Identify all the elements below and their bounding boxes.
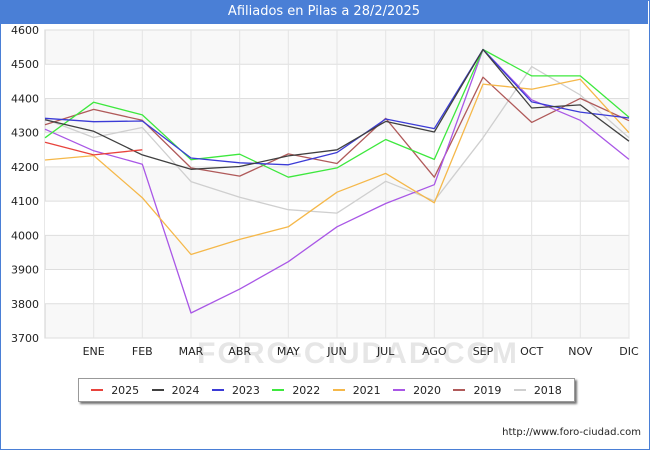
y-tick-label: 4100 — [11, 195, 39, 208]
x-tick-label: FEB — [132, 345, 153, 358]
y-tick-label: 4500 — [11, 58, 39, 71]
legend-swatch — [211, 389, 224, 391]
legend-item-2021: 2021 — [332, 383, 381, 397]
x-tick-label: OCT — [520, 345, 543, 358]
legend-swatch — [513, 389, 526, 391]
series-line-2024 — [44, 48, 630, 170]
legend-item-2025: 2025 — [91, 384, 139, 397]
x-tick-label: NOV — [568, 345, 593, 358]
legend-label: 2022 — [292, 383, 321, 397]
y-tick-labels: 3700 3800 3900 4000 4100 4200 4300 4400 4500 4600 — [11, 24, 39, 345]
legend-label: 2025 — [111, 383, 140, 397]
x-tick-label: JUL — [376, 345, 395, 358]
y-tick-label: 4600 — [11, 24, 39, 37]
x-tick-label: ENE — [83, 345, 105, 358]
series-line-2021 — [44, 78, 630, 256]
legend-item-2019: 2019 — [453, 384, 501, 397]
series-line-2025 — [44, 141, 143, 156]
series-line-2019 — [44, 76, 630, 178]
legend-label: 2019 — [473, 383, 502, 397]
y-tick-label: 3900 — [11, 264, 39, 277]
x-tick-label: MAR — [179, 345, 204, 358]
series-line-2020 — [44, 48, 630, 314]
series-lines — [44, 48, 630, 314]
chart-title: Afiliados en Pilas a 28/2/2025 — [0, 0, 648, 24]
source-url: http://www.foro-ciudad.com — [502, 427, 641, 438]
legend-item-2022: 2022 — [272, 384, 320, 397]
series-line-2018 — [44, 65, 630, 214]
watermark-text: FORO-CIUDAD.COM — [197, 337, 519, 370]
legend-label: 2024 — [171, 383, 200, 397]
legend-swatch — [453, 389, 466, 391]
legend-label: 2020 — [413, 383, 442, 397]
legend-label: 2023 — [231, 383, 260, 397]
x-tick-labels: ENE FEB MAR ABR MAY JUN JUL AGO SEP OCT NOV DIC — [83, 345, 639, 358]
y-tick-label: 4400 — [11, 92, 39, 105]
legend-label: 2021 — [352, 383, 381, 397]
legend-item-2023: 2023 — [211, 383, 260, 397]
x-tick-label: JUN — [326, 345, 347, 358]
series-line-2022 — [44, 48, 630, 178]
y-tick-label: 3700 — [11, 332, 39, 345]
x-tick-label: SEP — [473, 345, 494, 358]
y-tick-label: 4000 — [11, 229, 39, 242]
legend-item-2024: 2024 — [151, 383, 200, 397]
x-tick-label: AGO — [422, 345, 447, 358]
legend-item-2020: 2020 — [393, 384, 441, 397]
legend-item-2018: 2018 — [513, 383, 562, 397]
legend-swatch — [332, 389, 345, 391]
legend-swatch — [151, 389, 164, 391]
x-gridlines — [93, 30, 630, 338]
y-tick-label: 4300 — [11, 127, 39, 140]
legend-swatch — [91, 389, 104, 391]
series-line-2023 — [44, 48, 630, 166]
x-tick-label: ABR — [228, 345, 251, 358]
y-tick-label: 4200 — [11, 161, 39, 174]
x-tick-label: DIC — [619, 345, 639, 358]
legend-swatch — [272, 389, 285, 391]
x-tick-label: MAY — [277, 345, 300, 358]
legend: 2025 2024 2023 2022 2021 2020 2019 2018 — [78, 378, 575, 402]
legend-label: 2018 — [533, 383, 562, 397]
legend-swatch — [393, 389, 406, 391]
y-tick-label: 3800 — [11, 298, 39, 311]
